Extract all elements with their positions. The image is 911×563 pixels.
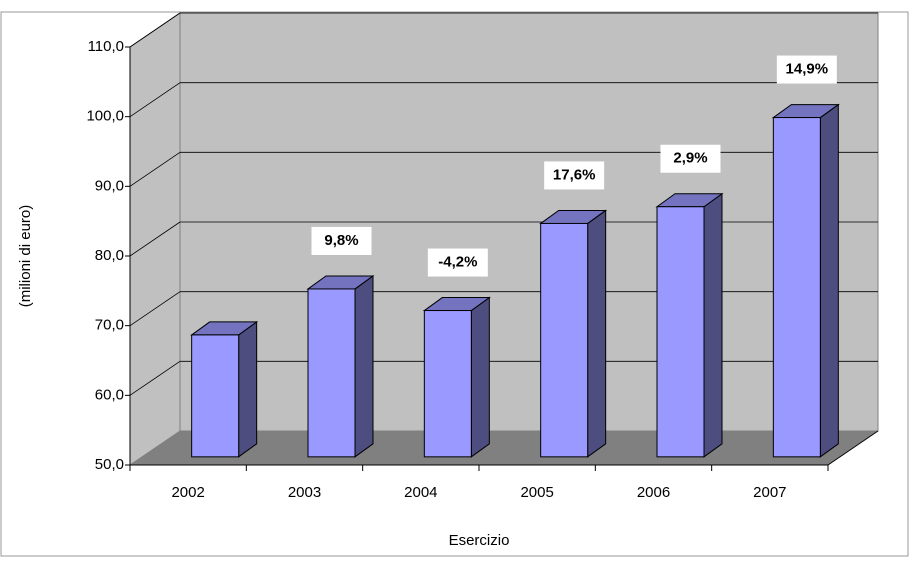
bar: [772, 117, 821, 458]
floor-edge: [827, 430, 879, 466]
bar-side: [238, 320, 258, 458]
grid-line: [129, 82, 181, 117]
x-axis-title: Esercizio: [449, 532, 510, 549]
label-box: [660, 144, 721, 173]
x-tick-label: 2007: [753, 484, 786, 501]
x-tick-label: 2002: [171, 484, 204, 501]
x-tick-label: 2003: [288, 484, 321, 501]
label-box: [776, 55, 837, 84]
grid-line: [129, 291, 181, 326]
bar: [540, 222, 589, 458]
growth-label: 9,8%: [324, 232, 358, 249]
x-tick-label: 2004: [404, 484, 437, 501]
bar: [191, 334, 240, 458]
bar-side: [819, 103, 839, 458]
bar-side: [354, 274, 374, 458]
label-box: [544, 161, 605, 190]
y-tick-label: 70,0: [95, 317, 124, 334]
growth-label: 17,6%: [553, 166, 596, 183]
label-box: [311, 226, 372, 255]
bar-side: [703, 192, 723, 458]
bar-side: [470, 296, 490, 458]
y-tick-label: 50,0: [95, 456, 124, 473]
grid-line: [129, 221, 181, 257]
label-box: [427, 248, 488, 277]
bar-side: [587, 209, 607, 458]
y-axis-title: (milioni di euro): [17, 205, 34, 308]
grid-line: [129, 12, 181, 48]
bar: [307, 288, 356, 458]
x-tick-label: 2006: [637, 484, 670, 501]
grid-line: [129, 361, 181, 396]
x-tick-label: 2005: [520, 484, 553, 501]
y-tick-label: 60,0: [95, 386, 124, 403]
growth-label: -4,2%: [438, 254, 477, 271]
bar: [656, 206, 705, 458]
grid-line: [129, 152, 181, 187]
y-tick-label: 90,0: [95, 177, 124, 194]
growth-label: 2,9%: [673, 150, 707, 167]
growth-label: 14,9%: [786, 61, 829, 78]
y-tick-label: 110,0: [88, 38, 124, 55]
bar: [423, 310, 472, 458]
y-tick-label: 100,0: [86, 108, 124, 125]
y-tick-label: 80,0: [95, 247, 124, 264]
